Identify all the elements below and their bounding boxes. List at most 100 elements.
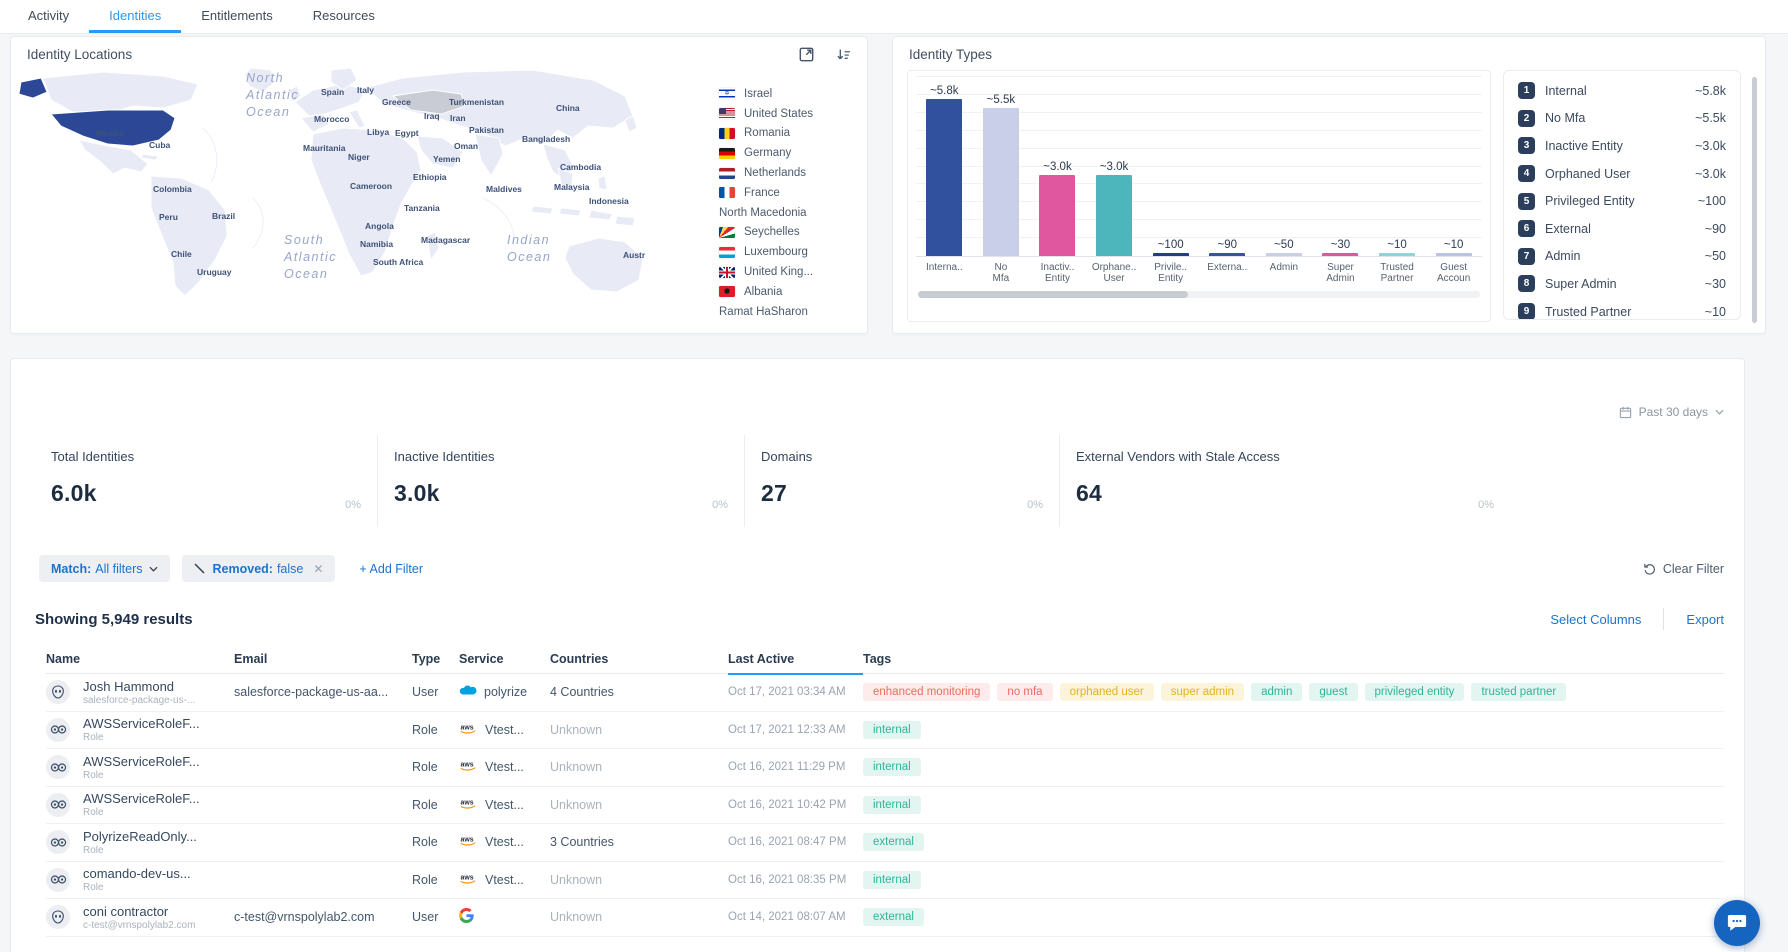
- tab-identities[interactable]: Identities: [89, 0, 182, 33]
- chart-horizontal-scrollbar[interactable]: [918, 291, 1480, 298]
- bar-privileged-entity[interactable]: ~100: [1142, 239, 1199, 256]
- bar-rect[interactable]: [1379, 253, 1416, 256]
- legend-item[interactable]: 2 No Mfa ~5.5k: [1518, 105, 1726, 133]
- legend-item[interactable]: 5 Privileged Entity ~100: [1518, 187, 1726, 215]
- country-list-item[interactable]: France: [719, 183, 857, 203]
- chart-scrollbar-thumb[interactable]: [918, 291, 1188, 298]
- legend-vertical-scrollbar[interactable]: [1752, 77, 1757, 323]
- tag-internal[interactable]: internal: [863, 720, 921, 739]
- tag-orphaned-user[interactable]: orphaned user: [1059, 683, 1154, 702]
- bar-rect[interactable]: [1435, 253, 1472, 256]
- legend-rank-badge: 4: [1518, 165, 1535, 183]
- period-filter[interactable]: Past 30 days: [35, 359, 1724, 419]
- bar-rect[interactable]: [1152, 253, 1189, 256]
- tag-admin[interactable]: admin: [1251, 683, 1303, 702]
- match-filter-chip[interactable]: Match: All filters: [39, 555, 170, 582]
- legend-item[interactable]: 1 Internal ~5.8k: [1518, 77, 1726, 105]
- bar-rect[interactable]: [1039, 175, 1076, 256]
- tags-cell: external: [863, 833, 1724, 852]
- tag-external[interactable]: external: [863, 908, 924, 927]
- tag-external[interactable]: external: [863, 833, 924, 852]
- legend-item[interactable]: 8 Super Admin ~30: [1518, 270, 1726, 298]
- table-row[interactable]: Josh Hammond salesforce-package-us-... sal…: [46, 674, 1724, 712]
- legend-item[interactable]: 3 Inactive Entity ~3.0k: [1518, 132, 1726, 160]
- clear-filter-button[interactable]: Clear Filter: [1643, 562, 1724, 576]
- bar-rect[interactable]: [1096, 175, 1133, 256]
- legend-item[interactable]: 4 Orphaned User ~3.0k: [1518, 160, 1726, 188]
- name-cell[interactable]: comando-dev-us... Role: [83, 866, 234, 893]
- tab-activity[interactable]: Activity: [28, 7, 70, 23]
- table-row[interactable]: PolyrizeReadOnly... Role Role aws Vtest... 3 …: [46, 824, 1724, 862]
- bar-rect[interactable]: [982, 107, 1019, 256]
- tab-entitlements[interactable]: Entitlements: [201, 7, 273, 23]
- remove-filter-close-icon[interactable]: ✕: [313, 561, 324, 576]
- column-header-email[interactable]: Email: [234, 652, 268, 666]
- expand-icon[interactable]: [799, 47, 814, 62]
- country-list-item[interactable]: Germany: [719, 143, 857, 163]
- legend-item[interactable]: 9 Trusted Partner ~10: [1518, 298, 1726, 319]
- legend-item[interactable]: 7 Admin ~50: [1518, 243, 1726, 271]
- column-header-name[interactable]: Name: [46, 652, 81, 666]
- column-header-tags[interactable]: Tags: [863, 652, 892, 666]
- export-button[interactable]: Export: [1686, 611, 1724, 627]
- country-list-item[interactable]: North Macedonia: [719, 203, 857, 223]
- world-map[interactable]: North Atlantic Ocean South Atlantic Ocean Indi…: [13, 67, 719, 323]
- name-cell[interactable]: AWSServiceRoleF... Role: [83, 716, 234, 743]
- bar-rect[interactable]: [926, 99, 963, 256]
- tag-enhanced-monitoring[interactable]: enhanced monitoring: [863, 683, 991, 702]
- bar-rect[interactable]: [1265, 253, 1302, 256]
- tag-super-admin[interactable]: super admin: [1160, 683, 1245, 702]
- tab-resources[interactable]: Resources: [312, 7, 375, 23]
- table-row[interactable]: AWSServiceRoleF... Role Role aws Vtest... Unk…: [46, 787, 1724, 824]
- bar-internal[interactable]: ~5.8k: [916, 85, 973, 256]
- bar-super-admin[interactable]: ~30: [1312, 239, 1369, 256]
- bar-no-mfa[interactable]: ~5.5k: [973, 94, 1030, 256]
- column-header-last-active[interactable]: Last Active: [728, 652, 863, 675]
- bar-rect[interactable]: [1322, 253, 1359, 256]
- bar-value-label: ~100: [1157, 239, 1184, 251]
- column-header-countries[interactable]: Countries: [550, 652, 609, 666]
- bar-inactive-entity[interactable]: ~3.0k: [1029, 161, 1086, 256]
- tag-internal[interactable]: internal: [863, 795, 921, 814]
- bar-admin[interactable]: ~50: [1256, 239, 1313, 256]
- tag-guest[interactable]: guest: [1309, 683, 1358, 702]
- name-cell[interactable]: AWSServiceRoleF... Role: [83, 791, 234, 818]
- country-list-item[interactable]: Luxembourg: [719, 242, 857, 262]
- tag-trusted-partner[interactable]: trusted partner: [1471, 683, 1567, 702]
- bar-trusted-partner[interactable]: ~10: [1369, 239, 1426, 256]
- name-cell[interactable]: Josh Hammond salesforce-package-us-...: [83, 679, 234, 706]
- chart-gridline: [916, 76, 1482, 77]
- select-columns-button[interactable]: Select Columns: [1550, 611, 1642, 627]
- name-cell[interactable]: PolyrizeReadOnly... Role: [83, 829, 234, 856]
- name-cell[interactable]: coni contractor c-test@vrnspolylab2.com: [83, 904, 234, 931]
- country-list-item[interactable]: Albania: [719, 282, 857, 302]
- tag-no-mfa[interactable]: no mfa: [997, 683, 1053, 702]
- chat-widget-button[interactable]: [1714, 900, 1760, 946]
- tag-privileged-entity[interactable]: privileged entity: [1364, 683, 1465, 702]
- bar-orphaned-user[interactable]: ~3.0k: [1086, 161, 1143, 256]
- bar-external[interactable]: ~90: [1199, 239, 1256, 256]
- table-row[interactable]: AWSServiceRoleF... Role Role aws Vtest... Unk…: [46, 712, 1724, 749]
- bar-rect[interactable]: [1209, 253, 1246, 256]
- tag-internal[interactable]: internal: [863, 870, 921, 889]
- country-list-item[interactable]: United States: [719, 104, 857, 124]
- table-row[interactable]: comando-dev-us... Role Role aws Vtest... Unkn…: [46, 862, 1724, 899]
- column-header-type[interactable]: Type: [412, 652, 441, 666]
- removed-filter-chip[interactable]: Removed: false ✕: [181, 555, 336, 582]
- country-list-item[interactable]: Netherlands: [719, 163, 857, 183]
- sort-icon[interactable]: [836, 47, 851, 62]
- bar-guest-account[interactable]: ~10: [1425, 239, 1482, 256]
- country-list-item[interactable]: Seychelles: [719, 223, 857, 243]
- legend-item[interactable]: 6 External ~90: [1518, 215, 1726, 243]
- table-row[interactable]: AWSServiceRoleF... Role Role aws Vtest... Unk…: [46, 749, 1724, 787]
- column-header-service[interactable]: Service: [459, 652, 504, 666]
- country-list-item[interactable]: Israel: [719, 84, 857, 104]
- tag-internal[interactable]: internal: [863, 758, 921, 777]
- country-list-item[interactable]: Ramat HaSharon: [719, 302, 857, 322]
- country-list-item[interactable]: Romania: [719, 124, 857, 144]
- table-row[interactable]: coni contractor c-test@vrnspolylab2.com c-…: [46, 899, 1724, 937]
- add-filter-button[interactable]: + Add Filter: [359, 562, 423, 576]
- chart-gridline: [916, 237, 1482, 239]
- name-cell[interactable]: AWSServiceRoleF... Role: [83, 754, 234, 781]
- country-list-item[interactable]: United King...: [719, 262, 857, 282]
